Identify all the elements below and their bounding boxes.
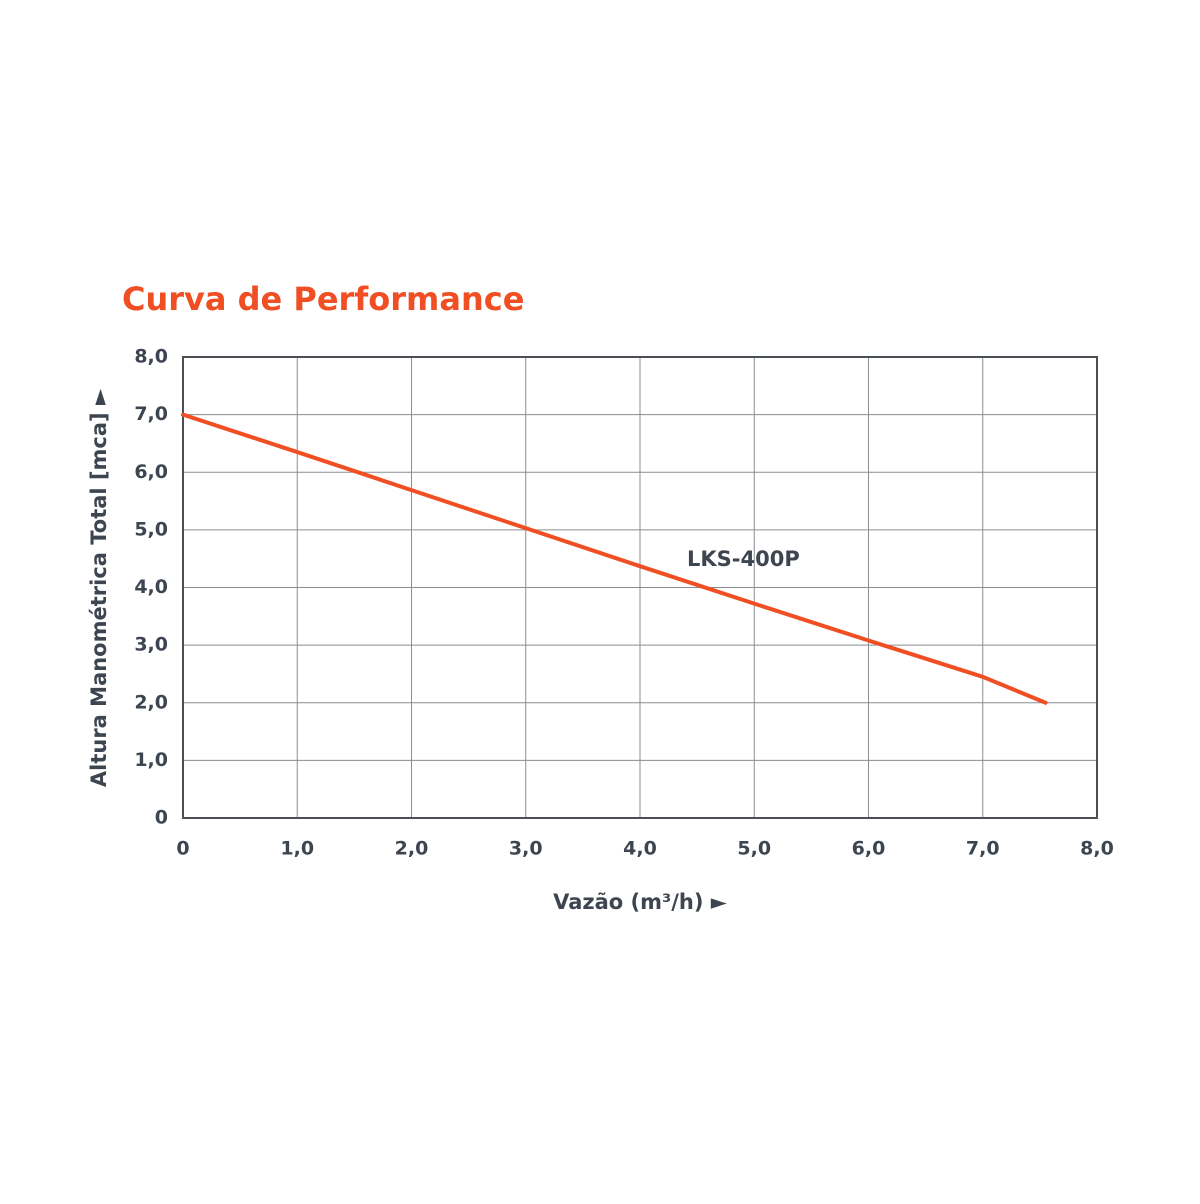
plot-frame bbox=[182, 356, 1098, 819]
x-tick-label: 7,0 bbox=[966, 838, 1000, 860]
chart-title: Curva de Performance bbox=[122, 280, 524, 318]
y-tick-label: 6,0 bbox=[134, 461, 168, 483]
series-label: LKS-400P bbox=[687, 547, 800, 571]
x-tick-label: 6,0 bbox=[852, 838, 886, 860]
y-tick-label: 1,0 bbox=[134, 749, 168, 771]
x-tick-label: 2,0 bbox=[395, 838, 429, 860]
y-tick-label: 0 bbox=[155, 807, 168, 829]
x-tick-label: 1,0 bbox=[280, 838, 314, 860]
x-tick-label: 4,0 bbox=[623, 838, 657, 860]
y-tick-label: 7,0 bbox=[134, 403, 168, 425]
x-tick-label: 3,0 bbox=[509, 838, 543, 860]
y-tick-label: 3,0 bbox=[134, 634, 168, 656]
y-tick-label: 5,0 bbox=[134, 518, 168, 540]
y-tick-label: 4,0 bbox=[134, 576, 168, 598]
y-axis-label: Altura Manométrica Total [mca] ► bbox=[87, 388, 111, 787]
y-tick-label: 2,0 bbox=[134, 691, 168, 713]
line bbox=[181, 412, 1048, 705]
y-tick-label: 8,0 bbox=[134, 346, 168, 368]
x-tick-label: 8,0 bbox=[1080, 838, 1114, 860]
x-tick-label: 5,0 bbox=[737, 838, 771, 860]
x-axis-label: Vazão (m³/h) ► bbox=[553, 890, 728, 914]
x-tick-label: 0 bbox=[176, 838, 189, 860]
